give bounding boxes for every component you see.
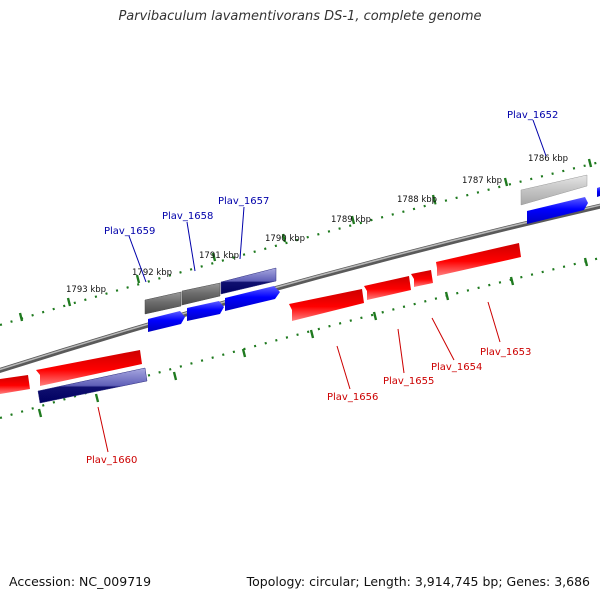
kbp-label-1793: 1793 kbp bbox=[66, 285, 106, 295]
gene-1660-arrow bbox=[36, 350, 142, 386]
map-title: Parvibaculum lavamentivorans DS-1, compl… bbox=[118, 9, 482, 24]
gene-label-plav-1659[interactable]: Plav_1659 bbox=[104, 226, 155, 237]
gene-1652-arrow bbox=[527, 197, 588, 224]
gene-label-plav-1654[interactable]: Plav_1654 bbox=[431, 362, 482, 373]
gene-1653-arrow bbox=[436, 243, 521, 276]
gene-1655-arrow bbox=[364, 276, 411, 300]
gene-1659-arrow bbox=[148, 311, 185, 332]
kbp-label-1792: 1792 kbp bbox=[132, 268, 172, 278]
gene-1656-arrow bbox=[289, 289, 364, 321]
major-ticks bbox=[18, 158, 593, 418]
gene-1658-feature bbox=[181, 282, 221, 306]
gene-1652b-arrow bbox=[597, 187, 600, 197]
gene-label-plav-1653[interactable]: Plav_1653 bbox=[480, 347, 531, 358]
accession-text: Accession: NC_009719 bbox=[9, 574, 152, 589]
backbone bbox=[0, 203, 600, 374]
gene-label-plav-1658[interactable]: Plav_1658 bbox=[162, 211, 213, 222]
label-leader-lines bbox=[97, 119, 547, 453]
gene-label-plav-1657[interactable]: Plav_1657 bbox=[218, 196, 269, 207]
kbp-label-1790: 1790 kbp bbox=[265, 234, 305, 244]
gene-1659-feature bbox=[144, 291, 182, 315]
gene-1654-arrow bbox=[411, 270, 433, 287]
gene-1658-arrow bbox=[187, 301, 224, 321]
gene-label-plav-1656[interactable]: Plav_1656 bbox=[327, 392, 378, 403]
kbp-label-1788: 1788 kbp bbox=[397, 195, 437, 205]
kbp-label-1787: 1787 kbp bbox=[462, 176, 502, 186]
gene-label-plav-1660[interactable]: Plav_1660 bbox=[86, 455, 137, 466]
gene-1661-arrow bbox=[0, 375, 30, 394]
forward-genes bbox=[148, 187, 600, 332]
reverse-genes bbox=[0, 243, 521, 394]
gene-label-plav-1655[interactable]: Plav_1655 bbox=[383, 376, 434, 387]
kbp-labels: 1786 kbp 1787 kbp 1788 kbp 1789 kbp 1790… bbox=[66, 154, 568, 295]
genome-summary-text: Topology: circular; Length: 3,914,745 bp… bbox=[246, 574, 590, 589]
kbp-label-1791: 1791 kbp bbox=[199, 251, 239, 261]
gene-1657-feature bbox=[220, 267, 277, 295]
gene-1657-arrow bbox=[225, 286, 280, 311]
outer-row-features bbox=[144, 174, 588, 315]
gene-1660-feature bbox=[37, 367, 148, 404]
forward-gene-labels: Plav_1652 Plav_1657 Plav_1658 Plav_1659 bbox=[104, 110, 558, 237]
gene-label-plav-1652[interactable]: Plav_1652 bbox=[507, 110, 558, 121]
kbp-label-1789: 1789 kbp bbox=[331, 215, 371, 225]
reverse-gene-labels: Plav_1653 Plav_1654 Plav_1655 Plav_1656 … bbox=[86, 347, 531, 466]
gene-1652-feature bbox=[520, 174, 588, 206]
kbp-label-1786: 1786 kbp bbox=[528, 154, 568, 164]
